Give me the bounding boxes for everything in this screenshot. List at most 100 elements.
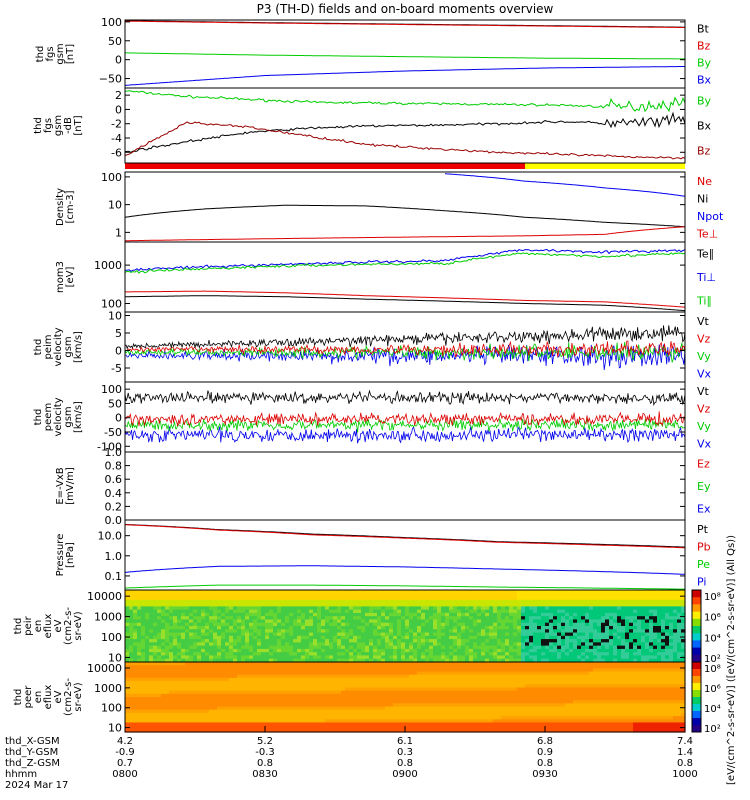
ytick-label: 10 xyxy=(108,199,122,212)
ylabel-text: en xyxy=(33,691,44,704)
colorbar-tick: 10⁴ xyxy=(704,633,721,644)
colorbar-tick: 10⁶ xyxy=(704,613,721,624)
ytick-label: 50 xyxy=(108,35,122,48)
series-fgs-detrend-By xyxy=(124,90,686,113)
ylabel-text: gsm xyxy=(63,336,74,357)
xaxis-value: 0800 xyxy=(112,769,137,780)
xaxis-row-label: thd_Y-GSM xyxy=(5,747,58,758)
xaxis-value: 6.8 xyxy=(537,736,553,747)
ylabel-text: thd xyxy=(33,409,44,426)
xaxis-value: 0.8 xyxy=(397,758,413,769)
xaxis-value: 0.8 xyxy=(537,758,553,769)
ylabel-text: eflux xyxy=(43,614,54,639)
xaxis-value: 4.2 xyxy=(117,736,133,747)
panel-frame xyxy=(124,171,686,243)
xaxis-value: -0.9 xyxy=(115,747,135,758)
panel-fgs-detrend: 20 -2-4-6 thd fgs gsm -dB [nT] By Bx Bz xyxy=(33,87,712,164)
ylabel-text: [km/s] xyxy=(73,401,84,433)
ylabel-text: eflux xyxy=(43,685,54,710)
legend-efield-Ez: Ez xyxy=(697,457,710,470)
panel-frame xyxy=(124,519,686,591)
legend-efield-Ey: Ey xyxy=(697,480,711,493)
ytick-label: 100 xyxy=(101,702,122,715)
ytick-label: 100 xyxy=(101,297,122,310)
ylabel-text: [nPa] xyxy=(65,542,76,568)
xaxis-value: 1.4 xyxy=(677,747,693,758)
ytick-label: -50 xyxy=(104,426,122,439)
ytick-label: 0.8 xyxy=(105,460,123,473)
series-fgs-By xyxy=(125,52,685,60)
ytick-label: 10 xyxy=(108,310,122,323)
xaxis-value: 0930 xyxy=(532,769,557,780)
legend-temperature-Ti∥: Ti∥ xyxy=(696,294,712,307)
legend-peem-Vz: Vz xyxy=(697,402,711,415)
series-temperature-Te∥ xyxy=(124,252,686,274)
legend-fgs-Bz: Bz xyxy=(697,40,711,53)
ylabel-text: gsm xyxy=(55,43,66,64)
xaxis-row-label: hhmm xyxy=(5,769,37,780)
series-pressure-Pi xyxy=(124,565,685,575)
xaxis-value: 1000 xyxy=(672,769,697,780)
xaxis-row-label: thd_X-GSM xyxy=(5,736,60,747)
ytick-label: 1 xyxy=(115,226,122,239)
xaxis-value: 0.7 xyxy=(117,758,133,769)
ylabel-text: peem xyxy=(43,403,54,431)
panel-fgs: 100 50 0 −50 thd fgs gsm [nT] Bt Bz By Bx xyxy=(35,16,712,89)
legend-fgs-Bt: Bt xyxy=(697,23,710,36)
legend-temperature-Te∥: Te∥ xyxy=(696,248,714,261)
colorbar-tick: 10² xyxy=(704,724,721,735)
colorbar-peer: 10⁸ 10⁶ 10⁴ 10² xyxy=(691,661,721,735)
ytick-label: 0.1 xyxy=(105,570,123,583)
xaxis-row-label: thd_Z-GSM xyxy=(5,758,60,769)
panel-frame xyxy=(124,87,686,164)
ylabel-text: thd xyxy=(35,46,46,63)
xaxis-value: 0830 xyxy=(252,769,277,780)
panel-density: 100 10 1 Density [cm-3] Ne Ni Npot Te⊥ xyxy=(55,171,724,243)
legend-pressure-Pe: Pe xyxy=(697,558,710,571)
panel-peim: 10 5 0 -5 thd peim velocity gsm [km/s] Vt Vz Vy Vx xyxy=(33,310,712,383)
ylabel-text: sr-eV) xyxy=(73,682,84,711)
date-label: 2024 Mar 17 xyxy=(5,780,68,791)
ytick-label: -100 xyxy=(97,440,122,453)
ytick-label: 1000 xyxy=(94,682,122,695)
legend-fgs-detrend-By: By xyxy=(697,95,712,108)
legend-density-Ne: Ne xyxy=(697,175,712,188)
ylabel-text: velocity xyxy=(53,397,64,436)
ytick-label: 2 xyxy=(115,89,122,102)
ytick-label: -5 xyxy=(111,362,122,375)
ytick-label: 10000 xyxy=(87,590,122,603)
colorbar-tick: 10⁶ xyxy=(704,684,721,695)
ylabel-text: thd xyxy=(33,117,44,134)
ytick-label: -6 xyxy=(111,146,122,159)
legend-peim-Vy: Vy xyxy=(697,350,711,363)
ylabel-text: fgs xyxy=(45,46,56,61)
series-pressure-Pb xyxy=(124,524,686,549)
ylabel-text: thd xyxy=(33,339,44,356)
ytick-label: 100 xyxy=(101,383,122,396)
ytick-label: 0 xyxy=(115,54,122,67)
ylabel-text: [nT] xyxy=(65,44,76,64)
status-bar xyxy=(125,163,685,169)
colorbar-label: [eV/(cm^2-s-sr-eV)] ([eV/(cm^2-s-sr-eV)]… xyxy=(726,535,737,785)
ylabel-text: -dB xyxy=(63,117,74,134)
legend-peim-Vt: Vt xyxy=(697,315,710,328)
ylabel-text: peir xyxy=(23,615,34,635)
series-density-Ni xyxy=(124,204,686,228)
ylabel-text: gsm xyxy=(63,406,74,427)
ytick-label: -2 xyxy=(111,118,122,131)
ylabel-text: fgs xyxy=(43,118,54,133)
colorbar-tick: 10⁸ xyxy=(704,592,721,603)
legend-density-Ni: Ni xyxy=(697,192,708,205)
colorbar-peir: 10⁸ 10⁶ 10⁴ 10² xyxy=(691,589,721,665)
ylabel-text: en xyxy=(33,620,44,633)
series-temperature-Ti∥ xyxy=(125,295,686,312)
series-fgs-Bx xyxy=(124,66,685,86)
series-pressure-Pe xyxy=(125,584,686,590)
ylabel-text: peim xyxy=(43,334,54,359)
panel-efield: 1.00.80.60.40.20.0 E=-VxB [mV/m] Ez Ey Ex xyxy=(55,446,711,527)
ylabel-text: eV xyxy=(53,690,64,703)
xaxis-value: 0.8 xyxy=(677,758,693,769)
ytick-label: 0.2 xyxy=(105,500,123,513)
